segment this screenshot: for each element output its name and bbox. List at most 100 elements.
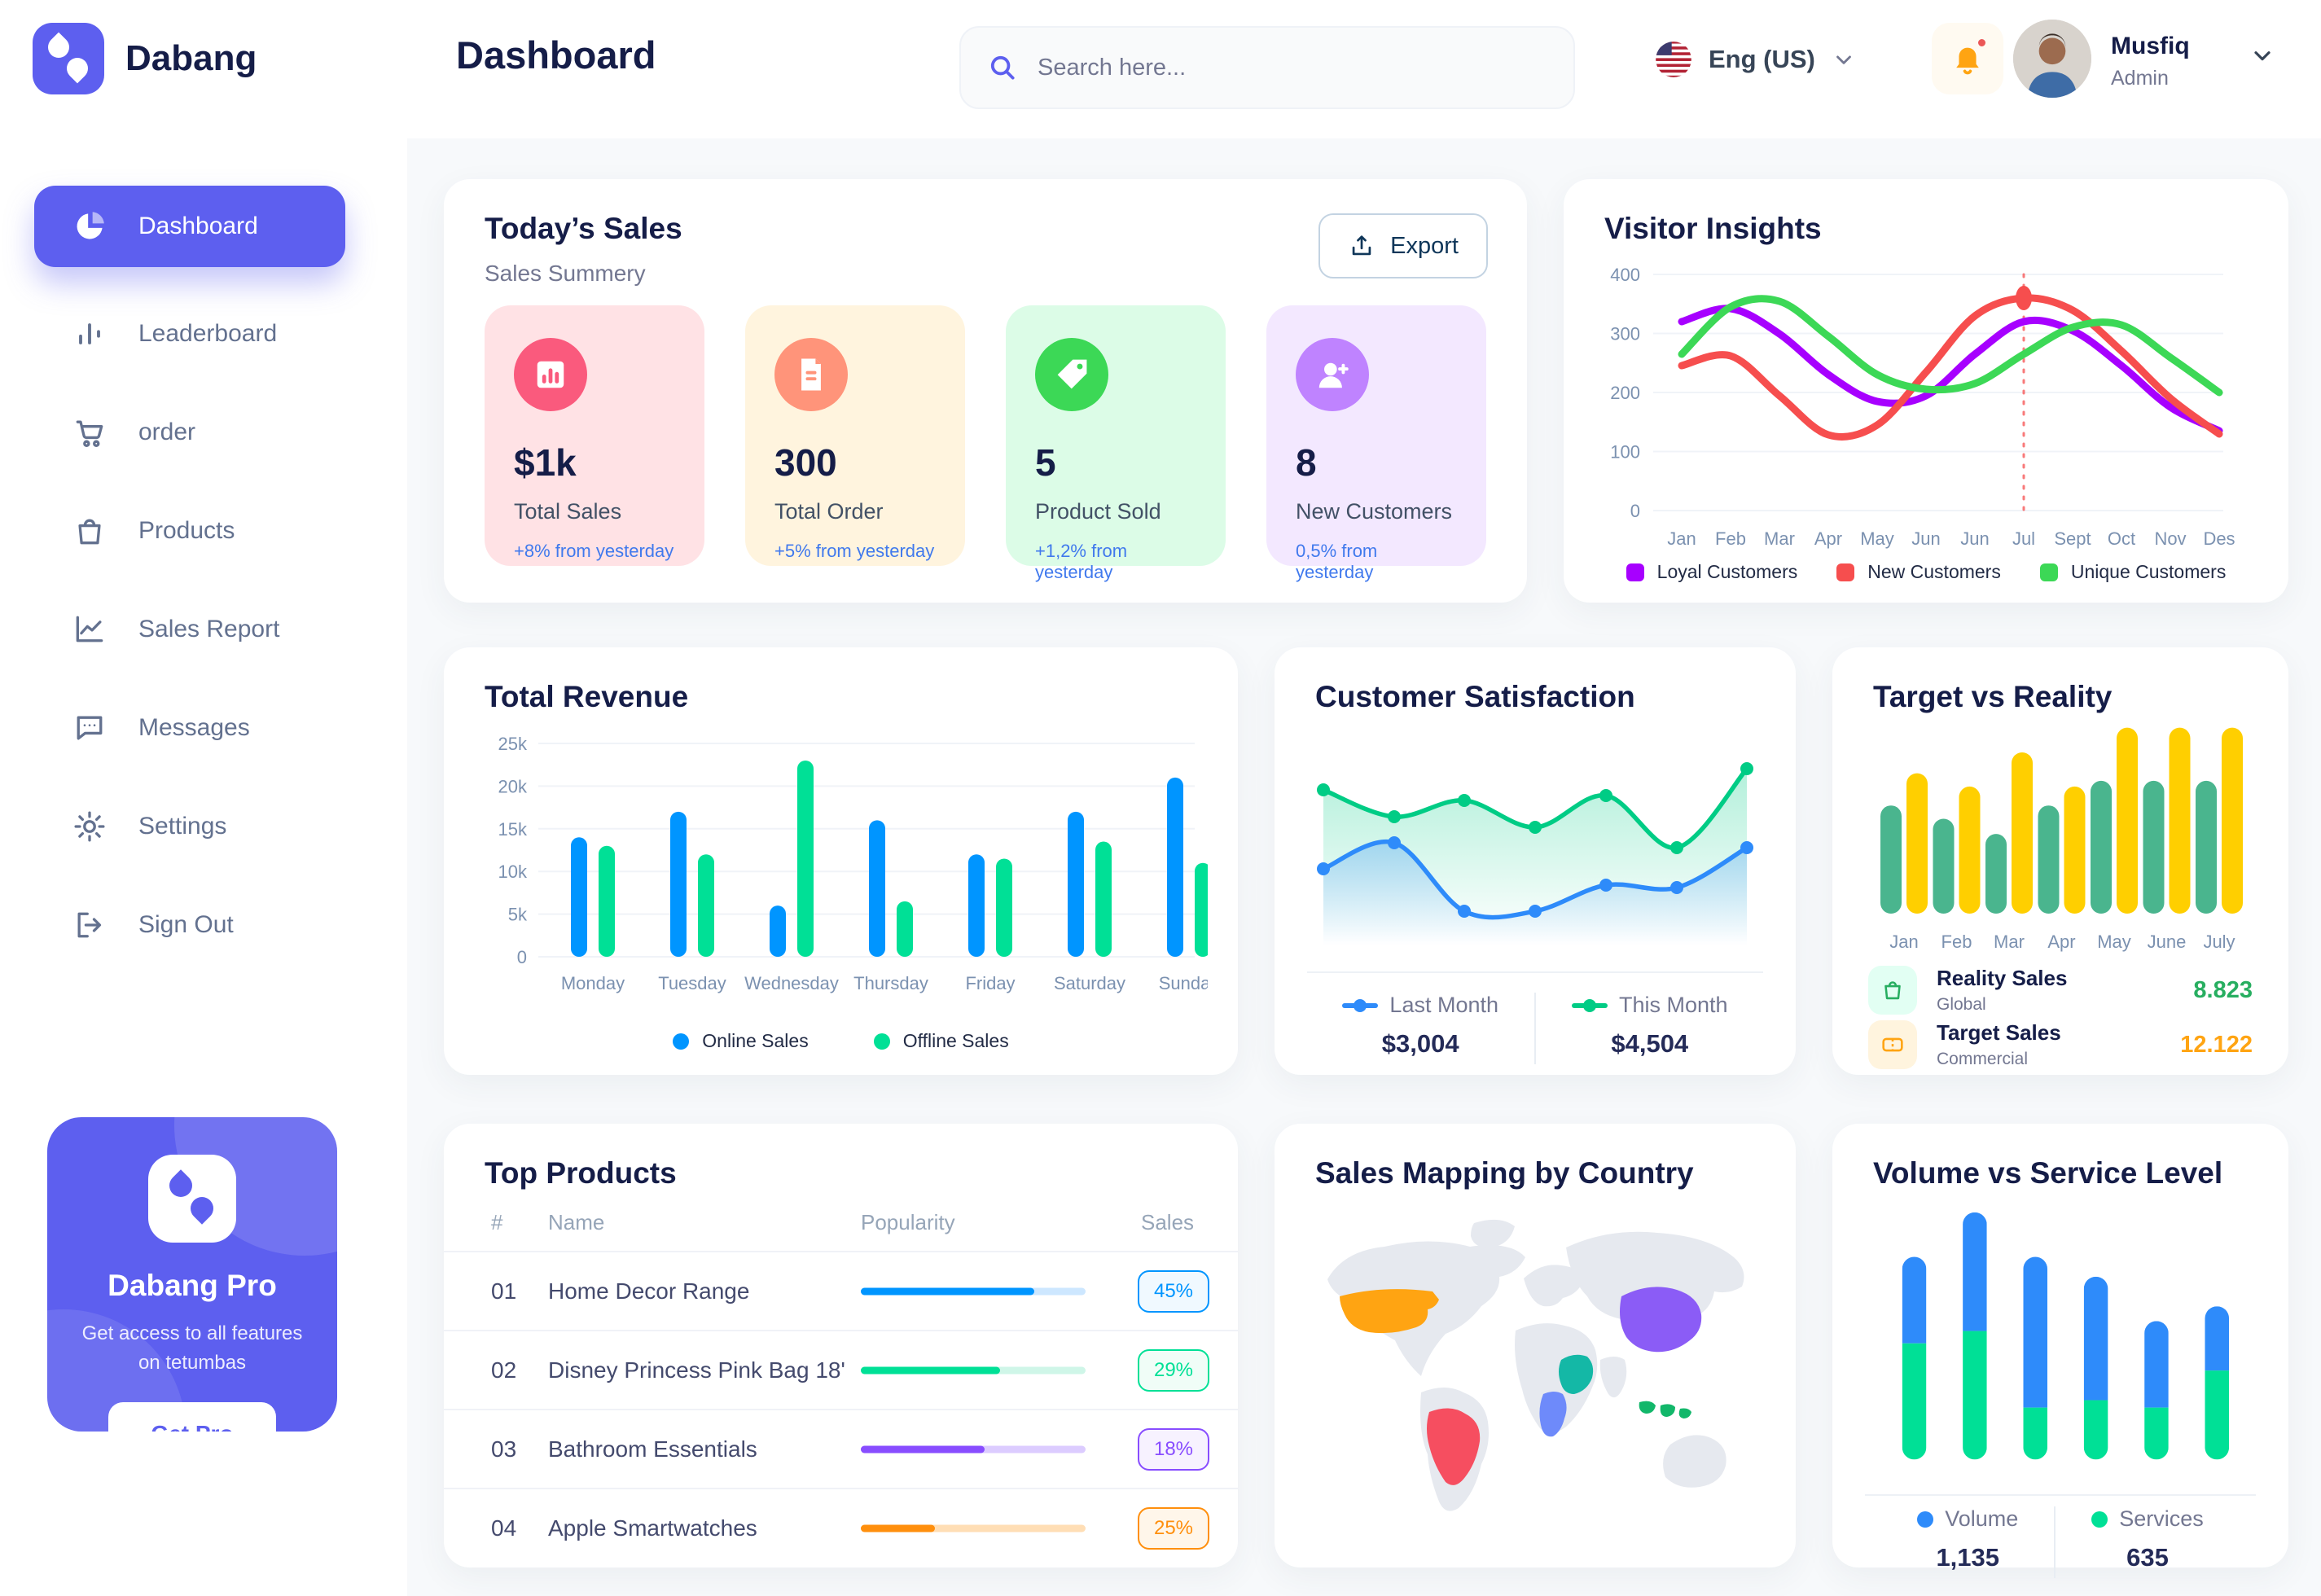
legend-item: Online Sales bbox=[673, 1030, 809, 1052]
svg-text:May: May bbox=[2097, 932, 2131, 952]
export-button[interactable]: Export bbox=[1318, 213, 1488, 278]
country-brazil bbox=[1427, 1408, 1481, 1485]
legend-label-row: Last Month bbox=[1342, 993, 1498, 1018]
sidebar-item-settings[interactable]: Settings bbox=[0, 777, 407, 875]
sidebar-item-label: Messages bbox=[138, 713, 250, 741]
svg-text:Oct: Oct bbox=[2108, 528, 2135, 549]
popularity-bar bbox=[861, 1524, 1086, 1532]
sidebar-item-dashboard[interactable]: Dashboard bbox=[34, 186, 345, 267]
sales-mapping-title: Sales Mapping by Country bbox=[1315, 1156, 1694, 1190]
product-name: Home Decor Range bbox=[548, 1278, 750, 1304]
customer-satisfaction-card: Customer Satisfaction Last Month $3,004 Th… bbox=[1275, 647, 1796, 1075]
svg-text:Wednesday: Wednesday bbox=[744, 973, 839, 993]
legend-item: Offline Sales bbox=[873, 1030, 1009, 1052]
avatar[interactable] bbox=[2013, 20, 2091, 98]
target-vs-reality-title: Target vs Reality bbox=[1873, 680, 2113, 713]
legend-texts: Reality Sales Global bbox=[1937, 966, 2067, 1015]
profile-chevron-icon[interactable] bbox=[2249, 42, 2275, 68]
svg-text:Apr: Apr bbox=[1814, 528, 1842, 549]
target-vs-reality-chart: Jan Feb Mar Apr May June July bbox=[1880, 727, 2243, 952]
svg-text:Friday: Friday bbox=[965, 973, 1015, 993]
svg-text:0: 0 bbox=[517, 947, 527, 967]
signout-icon bbox=[72, 907, 107, 943]
sales-badge: 45% bbox=[1138, 1269, 1209, 1313]
table-row[interactable]: 04 Apple Smartwatches 25% bbox=[444, 1488, 1238, 1567]
svg-text:Jul: Jul bbox=[2012, 528, 2035, 549]
legend-texts: Target Sales Commercial bbox=[1937, 1020, 2061, 1069]
legend-label: New Customers bbox=[1867, 561, 2001, 582]
sidebar-item-products[interactable]: Products bbox=[0, 481, 407, 580]
svg-text:15k: 15k bbox=[498, 819, 528, 840]
column-header-name: Name bbox=[548, 1210, 605, 1234]
sidebar-item-sign-out[interactable]: Sign Out bbox=[0, 875, 407, 974]
column-header-sales: Sales bbox=[1141, 1210, 1195, 1234]
total-revenue-card: Total Revenue 0 5k 10k 15k 20k 25k Monday Tuesd… bbox=[444, 647, 1238, 1075]
svg-text:Thursday: Thursday bbox=[853, 973, 928, 993]
tag-icon bbox=[1035, 338, 1108, 411]
legend-value: 12.122 bbox=[2180, 1031, 2253, 1058]
sidebar-item-order[interactable]: order bbox=[0, 383, 407, 481]
table-row[interactable]: 01 Home Decor Range 45% bbox=[444, 1251, 1238, 1330]
search-bar[interactable] bbox=[959, 26, 1575, 109]
svg-text:0: 0 bbox=[1630, 501, 1640, 521]
stat-value: 8 bbox=[1296, 441, 1317, 484]
popularity-bar bbox=[861, 1366, 1086, 1374]
table-row[interactable]: 02 Disney Princess Pink Bag 18' 29% bbox=[444, 1330, 1238, 1409]
visitor-insights-title: Visitor Insights bbox=[1604, 212, 1822, 245]
stat-label: New Customers bbox=[1296, 499, 1453, 524]
volume-vs-service-title: Volume vs Service Level bbox=[1873, 1156, 2223, 1190]
sidebar-item-leaderboard[interactable]: Leaderboard bbox=[0, 284, 407, 383]
legend-swatch bbox=[873, 1033, 890, 1050]
legend-label: Online Sales bbox=[702, 1030, 809, 1051]
brand[interactable]: Dabang bbox=[33, 23, 257, 94]
sidebar-menu: Dashboard Leaderboard order Products Sales R… bbox=[0, 186, 407, 974]
svg-text:Apr: Apr bbox=[2047, 932, 2075, 952]
country-saudi-arabia bbox=[1559, 1354, 1594, 1394]
table-row[interactable]: 03 Bathroom Essentials 18% bbox=[444, 1409, 1238, 1488]
product-rank: 03 bbox=[491, 1436, 517, 1462]
sidebar-item-messages[interactable]: Messages bbox=[0, 678, 407, 777]
search-input[interactable] bbox=[1038, 54, 1547, 81]
svg-text:300: 300 bbox=[1610, 324, 1640, 344]
get-pro-button[interactable]: Get Pro bbox=[108, 1402, 276, 1432]
notification-button[interactable] bbox=[1932, 23, 2003, 94]
svg-text:July: July bbox=[2203, 932, 2235, 952]
volume-vs-service-legend: Volume 1,135 Services 635 bbox=[1832, 1506, 2288, 1578]
top-products-card: Top Products # Name Popularity Sales 01 H… bbox=[444, 1124, 1238, 1568]
legend-label: This Month bbox=[1619, 993, 1728, 1017]
legend-item: Reality Sales Global 8.823 bbox=[1868, 966, 2253, 1015]
legend-swatch bbox=[1342, 998, 1379, 1013]
svg-text:Saturday: Saturday bbox=[1054, 973, 1125, 993]
legend-item: This Month $4,504 bbox=[1572, 993, 1728, 1059]
bag-leg-icon bbox=[1868, 966, 1917, 1015]
page-title: Dashboard bbox=[456, 33, 656, 77]
divider bbox=[1865, 1494, 2256, 1496]
avatar-image bbox=[2013, 20, 2091, 98]
legend-value: 1,135 bbox=[1936, 1543, 2000, 1572]
language-selector[interactable]: Eng (US) bbox=[1655, 41, 1856, 78]
gear-icon bbox=[72, 809, 107, 844]
top-products-title: Top Products bbox=[485, 1156, 677, 1190]
stat-card: 8 New Customers 0,5% from yesterday bbox=[1266, 305, 1486, 582]
svg-text:Jan: Jan bbox=[1889, 932, 1918, 952]
stat-card: 5 Product Sold +1,2% from yesterday bbox=[1006, 305, 1226, 582]
divider bbox=[1307, 971, 1763, 973]
world-map bbox=[1327, 1219, 1744, 1511]
legend-label-row: This Month bbox=[1572, 993, 1728, 1018]
todays-sales-title: Today’s Sales bbox=[485, 212, 682, 245]
country-indonesia bbox=[1639, 1401, 1691, 1418]
pro-description: Get access to all features on tetumbas bbox=[81, 1322, 303, 1374]
target-vs-reality-legend: Reality Sales Global 8.823 Target Sales Comm… bbox=[1868, 966, 2253, 1076]
legend-label: Reality Sales bbox=[1937, 966, 2068, 990]
popularity-fill bbox=[861, 1366, 1001, 1374]
legend-item: Volume 1,135 bbox=[1917, 1506, 2018, 1572]
visitor-insights-card: Visitor Insights 0 100 200 300 400 Jan Feb Mar A… bbox=[1564, 179, 2288, 603]
sales-badge: 18% bbox=[1138, 1427, 1209, 1471]
svg-text:Mar: Mar bbox=[1994, 932, 2025, 952]
bell-icon bbox=[1956, 47, 1979, 75]
stat-note: +5% from yesterday bbox=[774, 541, 935, 561]
legend-swatch bbox=[1626, 563, 1644, 581]
sidebar-item-sales-report[interactable]: Sales Report bbox=[0, 580, 407, 678]
legend-swatch bbox=[2039, 563, 2058, 581]
stats-row: $1k Total Sales +8% from yesterday 300 Total… bbox=[485, 305, 1486, 582]
